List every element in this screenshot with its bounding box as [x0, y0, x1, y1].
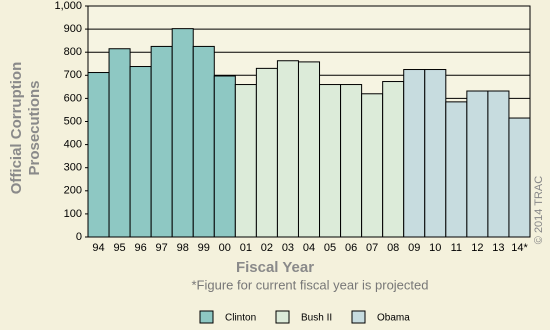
x-tick-label: 12: [471, 242, 483, 254]
x-tick-label: 01: [240, 242, 252, 254]
x-tick-label: 06: [345, 242, 357, 254]
bar: [424, 69, 447, 238]
bar: [382, 81, 405, 238]
bar: [276, 60, 299, 238]
bar: [487, 90, 510, 238]
y-tick-label: 300: [64, 162, 82, 174]
bar: [508, 117, 531, 238]
y-tick-label: 100: [64, 208, 82, 220]
x-tick-label: 95: [113, 242, 125, 254]
bar: [340, 84, 363, 238]
bar: [297, 61, 321, 238]
bar: [403, 69, 426, 238]
bar: [171, 28, 194, 238]
bar: [255, 67, 278, 238]
y-tick-label: 700: [64, 69, 82, 81]
x-tick-label: 05: [324, 242, 336, 254]
bar: [150, 45, 173, 238]
bar: [445, 101, 468, 238]
bar: [108, 48, 131, 238]
y-tick-label: 800: [64, 46, 82, 58]
y-axis-title: Official Corruption: [8, 62, 25, 195]
x-tick-label: 96: [134, 242, 146, 254]
y-tick-label: 400: [64, 139, 82, 151]
legend-label: Obama: [377, 313, 410, 324]
y-tick-label: 0: [76, 231, 82, 243]
x-tick-label: 08: [387, 242, 399, 254]
x-tick-label: 94: [92, 242, 104, 254]
x-tick-label: 11: [451, 242, 462, 254]
bar: [361, 93, 384, 238]
x-tick-label: 02: [261, 242, 273, 254]
bar: [466, 90, 489, 238]
y-tick-label: 900: [64, 23, 82, 35]
x-tick-label: 04: [303, 242, 315, 254]
y-tick-label: 1,000: [54, 0, 82, 12]
bar: [192, 45, 215, 238]
x-tick-label: 03: [282, 242, 294, 254]
x-tick-label: 97: [156, 242, 168, 254]
x-tick-label: 07: [366, 242, 378, 254]
legend-label: Clinton: [225, 313, 256, 324]
legend-swatch: [275, 310, 290, 324]
x-tick-label: 99: [198, 242, 210, 254]
x-tick-label: 98: [177, 242, 189, 254]
x-tick-label: 09: [408, 242, 420, 254]
legend-label: Bush II: [301, 313, 332, 324]
x-tick-label: 10: [429, 242, 441, 254]
footnote: *Figure for current fiscal year is proje…: [192, 277, 429, 292]
legend-swatch: [351, 310, 366, 324]
credit: © 2014 TRAC: [533, 176, 545, 244]
y-tick-label: 600: [64, 92, 82, 104]
y-tick-label: 500: [64, 115, 82, 127]
bar: [129, 66, 152, 238]
bar: [319, 84, 342, 238]
x-tick-label: 13: [492, 242, 504, 254]
x-axis-title: Fiscal Year: [236, 259, 314, 276]
x-tick-label: 14*: [511, 242, 528, 254]
bar: [213, 75, 236, 238]
x-tick-label: 00: [219, 242, 231, 254]
y-tick-label: 200: [64, 185, 82, 197]
y-axis-title: Prosecutions: [26, 80, 43, 175]
legend-swatch: [199, 310, 214, 324]
bar: [87, 72, 110, 238]
bar: [234, 84, 257, 238]
